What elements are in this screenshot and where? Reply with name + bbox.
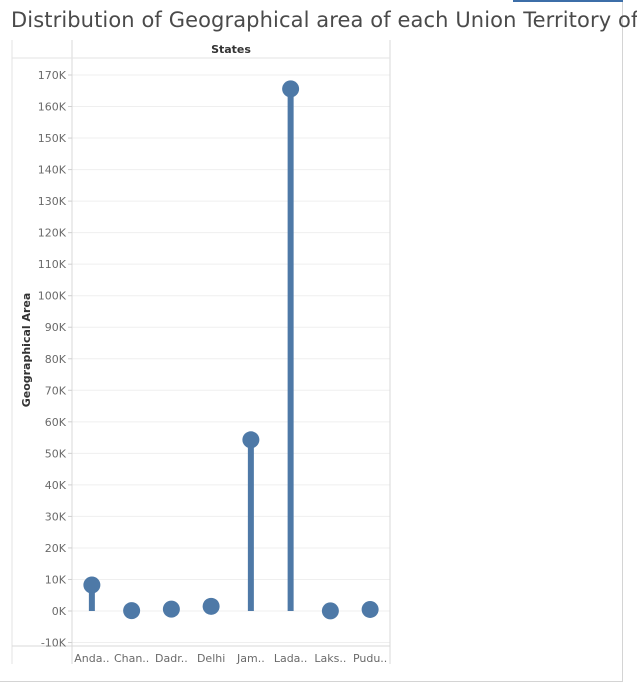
y-tick-label: 70K <box>45 384 67 397</box>
y-tick-label: 40K <box>45 479 67 492</box>
lollipop-dot[interactable] <box>123 602 141 620</box>
x-tick-label: Lada.. <box>274 652 308 665</box>
lollipop-dot[interactable] <box>321 602 339 620</box>
x-tick-label: Anda.. <box>74 652 109 665</box>
toolbar-accent <box>513 0 623 2</box>
x-tick-label: Chan.. <box>114 652 149 665</box>
y-tick-label: 140K <box>38 164 67 177</box>
lollipop-dots <box>83 80 379 620</box>
chart-frame <box>0 0 623 682</box>
chart-title: Distribution of Geographical area of eac… <box>11 8 637 32</box>
x-tick-label: Laks.. <box>314 652 346 665</box>
plot-frame <box>11 40 391 664</box>
y-tick-label: 150K <box>38 132 67 145</box>
lollipop-dot[interactable] <box>361 600 379 618</box>
y-tick-label: 20K <box>45 542 67 555</box>
y-tick-label: 10K <box>45 573 67 586</box>
gridlines <box>72 74 390 644</box>
x-tick-label: Jam.. <box>236 652 265 665</box>
y-tick-label: 160K <box>38 101 67 114</box>
y-tick-label: 170K <box>38 69 67 82</box>
lollipop-dot[interactable] <box>83 576 101 594</box>
x-tick-label: Delhi <box>197 652 225 665</box>
y-tick-label: 100K <box>38 290 67 303</box>
x-tick-label: Dadr.. <box>155 652 188 665</box>
y-tick-label: 90K <box>45 321 67 334</box>
lollipop-dot[interactable] <box>242 431 260 449</box>
y-tick-label: 80K <box>45 353 67 366</box>
y-tick-label: 0K <box>52 605 67 618</box>
y-tick-label: 130K <box>38 195 67 208</box>
y-tick-label: 120K <box>38 227 67 240</box>
lollipop-stems <box>88 88 374 611</box>
y-tick-label: 110K <box>38 258 67 271</box>
column-header-states: States <box>211 43 251 56</box>
y-axis-ticks: -10K 0K 10K 20K 30K 40K 50K 60K 70K 80K 90K 100K 110… <box>38 69 72 650</box>
lollipop-dot[interactable] <box>162 600 180 618</box>
x-axis-ticks: Anda.. Chan.. Dadr.. Delhi Jam.. Lada.. Laks..… <box>74 652 387 665</box>
y-tick-label: 30K <box>45 510 67 523</box>
y-axis-label: Geographical Area <box>20 293 33 408</box>
lollipop-dot[interactable] <box>282 80 300 98</box>
x-tick-label: Pudu.. <box>353 652 387 665</box>
y-tick-label: 60K <box>45 416 67 429</box>
lollipop-dot[interactable] <box>202 597 220 615</box>
y-tick-label: 50K <box>45 447 67 460</box>
y-tick-label: -10K <box>41 637 67 650</box>
